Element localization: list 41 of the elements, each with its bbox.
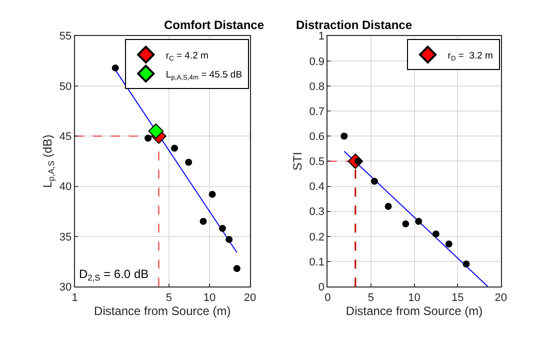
y-tick-label: 0.1 <box>309 256 324 268</box>
x-tick-label: 5 <box>368 292 374 304</box>
point <box>445 240 452 248</box>
y-tick-label: 50 <box>59 80 72 93</box>
x-tick-label: 20 <box>244 292 256 304</box>
point <box>462 260 470 268</box>
x-axis-title: Distance from Source (m) <box>94 304 231 318</box>
point <box>415 218 422 225</box>
y-tick-label: 0.6 <box>309 131 324 144</box>
chart-title: Comfort Distance <box>164 18 264 32</box>
point <box>384 202 392 210</box>
legend-label: r$_{D}$ = 3.2 m <box>448 50 494 62</box>
x-tick-label: 10 <box>203 292 216 304</box>
point <box>340 132 348 140</box>
x-tick-label: 15 <box>451 292 464 304</box>
x-tick-label: 20 <box>494 292 507 304</box>
y-tick-label: 45 <box>59 131 72 144</box>
point <box>402 220 410 228</box>
y-tick-label: 0.3 <box>309 206 324 218</box>
y-tick-label: 55 <box>59 30 72 43</box>
legend-label: r$_{C}$ = 4.2 m <box>166 50 209 62</box>
y-tick-label: 35 <box>59 231 72 244</box>
point <box>432 230 440 238</box>
y-tick-label: 30 <box>59 281 72 294</box>
y-tick-label: 0.2 <box>309 231 324 244</box>
legend-label: L$_{p,A,S,4m}$ = 45.5 dB <box>166 69 242 82</box>
y-tick-label: 0.4 <box>309 181 324 194</box>
y-tick-label: 1 <box>318 30 324 43</box>
y-tick-label: 0.7 <box>309 106 324 118</box>
x-axis-title: Distance from Source (m) <box>346 304 483 318</box>
x-tick-label: 10 <box>408 292 420 304</box>
y-tick-label: 0.9 <box>309 56 324 68</box>
x-tick-label: 5 <box>166 292 172 304</box>
y-tick-label: 0 <box>318 281 324 294</box>
y-tick-label: 40 <box>59 181 72 194</box>
y-tick-label: 0.5 <box>309 156 324 168</box>
point <box>370 178 378 185</box>
y-axis-title: STI <box>290 152 304 171</box>
y-tick-label: 0.8 <box>309 80 324 93</box>
annotation: D$_{2,S}$ = 6.0 dB <box>79 267 149 283</box>
chart-title: Distraction Distance <box>296 18 412 32</box>
